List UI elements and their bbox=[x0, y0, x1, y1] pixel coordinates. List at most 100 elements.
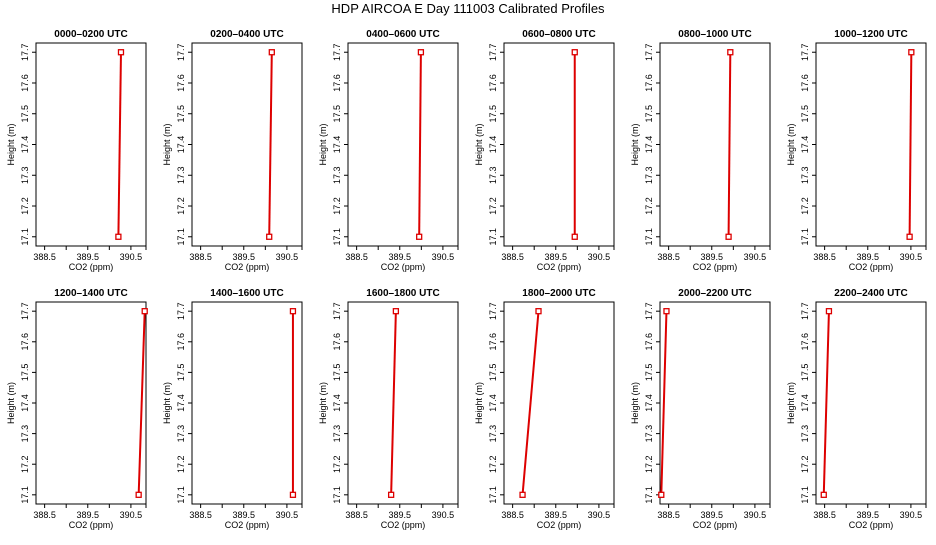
y-tick-label: 17.2 bbox=[644, 197, 654, 215]
plot-frame bbox=[503, 301, 615, 505]
y-tick-label: 17.6 bbox=[644, 74, 654, 92]
x-tick-label: 389.5 bbox=[232, 510, 255, 520]
x-axis-label: CO2 (ppm) bbox=[537, 520, 582, 530]
y-tick-label: 17.3 bbox=[20, 166, 30, 184]
x-axis-label: CO2 (ppm) bbox=[225, 262, 270, 272]
profile-point bbox=[115, 233, 122, 240]
y-tick-label: 17.4 bbox=[332, 136, 342, 154]
y-tick-label: 17.1 bbox=[176, 486, 186, 504]
y-tick-label: 17.4 bbox=[20, 136, 30, 154]
profile-panel: 0200–0400 UTC 388.5 389.5 390.5 CO2 (ppm) 17.… bbox=[162, 29, 303, 272]
y-tick-label: 17.6 bbox=[176, 74, 186, 92]
y-tick-label: 17.5 bbox=[332, 105, 342, 123]
y-tick-label: 17.4 bbox=[800, 136, 810, 154]
profile-panel: 1200–1400 UTC 388.5 389.5 390.5 CO2 (ppm) 17.… bbox=[6, 288, 148, 530]
x-tick-label: 389.5 bbox=[76, 252, 99, 262]
y-tick-label: 17.3 bbox=[176, 425, 186, 443]
y-tick-label: 17.5 bbox=[20, 364, 30, 382]
y-axis-label: Height (m) bbox=[6, 382, 16, 424]
x-tick-label: 389.5 bbox=[232, 252, 255, 262]
y-tick-label: 17.4 bbox=[644, 394, 654, 412]
profile-line bbox=[390, 311, 397, 495]
y-tick-label: 17.5 bbox=[20, 105, 30, 123]
y-axis-label: Height (m) bbox=[318, 382, 328, 424]
x-tick-label: 390.5 bbox=[744, 510, 767, 520]
profile-point bbox=[908, 49, 915, 56]
x-tick-label: 389.5 bbox=[388, 252, 411, 262]
x-axis-label: CO2 (ppm) bbox=[69, 520, 114, 530]
y-tick-label: 17.2 bbox=[176, 455, 186, 473]
y-tick-label: 17.6 bbox=[332, 74, 342, 92]
plot-frame bbox=[815, 301, 927, 505]
y-tick-label: 17.3 bbox=[332, 425, 342, 443]
y-tick-label: 17.2 bbox=[800, 197, 810, 215]
y-tick-label: 17.5 bbox=[800, 364, 810, 382]
x-tick-label: 389.5 bbox=[76, 510, 99, 520]
y-tick-label: 17.3 bbox=[644, 425, 654, 443]
x-axis-label: CO2 (ppm) bbox=[849, 520, 894, 530]
x-tick-label: 390.5 bbox=[276, 252, 299, 262]
y-axis-label: Height (m) bbox=[786, 382, 796, 424]
profile-panel: 0800–1000 UTC 388.5 389.5 390.5 CO2 (ppm) 17.… bbox=[630, 29, 771, 272]
y-tick-label: 17.3 bbox=[644, 166, 654, 184]
x-tick-label: 388.5 bbox=[345, 252, 368, 262]
profile-point bbox=[268, 49, 275, 56]
x-tick-label: 389.5 bbox=[544, 252, 567, 262]
y-tick-label: 17.2 bbox=[332, 197, 342, 215]
x-tick-label: 390.5 bbox=[744, 252, 767, 262]
profile-point bbox=[571, 49, 578, 56]
profile-line bbox=[727, 52, 732, 237]
y-tick-label: 17.4 bbox=[332, 394, 342, 412]
profile-point bbox=[727, 49, 734, 56]
y-tick-label: 17.5 bbox=[800, 105, 810, 123]
panel-title: 1800–2000 UTC bbox=[522, 288, 595, 299]
panel-title: 1200–1400 UTC bbox=[54, 288, 127, 299]
profile-point bbox=[820, 491, 827, 498]
y-tick-label: 17.2 bbox=[488, 455, 498, 473]
x-tick-label: 388.5 bbox=[813, 252, 836, 262]
x-tick-label: 390.5 bbox=[588, 252, 611, 262]
y-tick-label: 17.4 bbox=[488, 136, 498, 154]
plot-frame bbox=[503, 42, 615, 247]
x-tick-label: 388.5 bbox=[657, 252, 680, 262]
y-tick-label: 17.1 bbox=[176, 228, 186, 246]
y-tick-label: 17.1 bbox=[488, 228, 498, 246]
y-tick-label: 17.5 bbox=[644, 364, 654, 382]
y-tick-label: 17.1 bbox=[644, 486, 654, 504]
panel-title: 1000–1200 UTC bbox=[834, 29, 907, 40]
y-axis-label: Height (m) bbox=[162, 123, 172, 165]
y-tick-label: 17.2 bbox=[644, 455, 654, 473]
y-tick-label: 17.1 bbox=[332, 486, 342, 504]
profile-point bbox=[289, 491, 297, 498]
profile-point bbox=[825, 308, 833, 315]
y-tick-label: 17.2 bbox=[20, 455, 30, 473]
plot-frame bbox=[659, 301, 771, 505]
panel-title: 2000–2200 UTC bbox=[678, 288, 751, 299]
y-tick-label: 17.7 bbox=[488, 43, 498, 61]
y-tick-label: 17.7 bbox=[20, 43, 30, 61]
y-tick-label: 17.4 bbox=[20, 394, 30, 412]
profile-panel: 2200–2400 UTC 388.5 389.5 390.5 CO2 (ppm) 17.… bbox=[786, 288, 927, 530]
y-tick-label: 17.5 bbox=[332, 364, 342, 382]
profile-line bbox=[660, 311, 668, 495]
y-tick-label: 17.1 bbox=[20, 228, 30, 246]
x-axis-label: CO2 (ppm) bbox=[69, 262, 114, 272]
x-axis-label: CO2 (ppm) bbox=[693, 520, 738, 530]
y-tick-label: 17.6 bbox=[332, 333, 342, 351]
y-tick-label: 17.6 bbox=[20, 333, 30, 351]
x-axis-label: CO2 (ppm) bbox=[381, 262, 426, 272]
y-tick-label: 17.7 bbox=[176, 43, 186, 61]
x-tick-label: 390.5 bbox=[588, 510, 611, 520]
panel-grid: 0000–0200 UTC 388.5 389.5 390.5 CO2 (ppm) 17.… bbox=[6, 29, 927, 530]
x-tick-label: 390.5 bbox=[900, 252, 923, 262]
profile-point bbox=[117, 49, 125, 56]
profile-line bbox=[908, 52, 913, 237]
y-tick-label: 17.7 bbox=[20, 302, 30, 320]
panel-title: 0400–0600 UTC bbox=[366, 29, 439, 40]
y-tick-label: 17.4 bbox=[176, 136, 186, 154]
figure-title: HDP AIRCOA E Day 111003 Calibrated Profi… bbox=[331, 1, 605, 16]
y-tick-label: 17.1 bbox=[488, 486, 498, 504]
y-tick-label: 17.7 bbox=[800, 302, 810, 320]
panel-title: 1400–1600 UTC bbox=[210, 288, 283, 299]
